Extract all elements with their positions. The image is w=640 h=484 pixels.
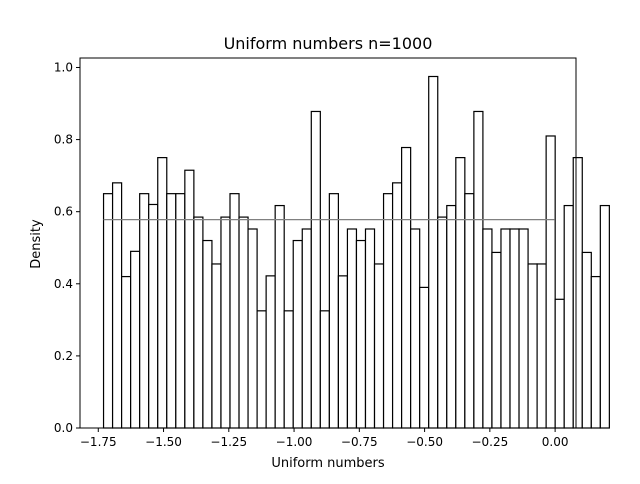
- x-tick-label: −0.25: [471, 435, 508, 449]
- histogram-bar: [464, 193, 475, 429]
- histogram-bar: [256, 310, 267, 429]
- histogram-bar: [455, 157, 466, 429]
- histogram-bar: [220, 216, 231, 429]
- histogram-bar: [274, 204, 285, 429]
- plot-area-frame: [79, 57, 577, 429]
- y-tick-label: 0.0: [54, 421, 73, 435]
- histogram-bar: [346, 228, 358, 429]
- bars-layer: [102, 75, 610, 429]
- histogram-bar: [364, 228, 376, 429]
- histogram-bar: [527, 263, 538, 429]
- histogram-bar: [102, 193, 114, 429]
- x-tick-label: −1.00: [276, 435, 313, 449]
- histogram-bar: [175, 193, 186, 429]
- histogram-bar: [247, 228, 258, 429]
- y-tick-label: 0.4: [54, 277, 73, 291]
- histogram-bar: [473, 110, 484, 429]
- y-tick-label: 1.0: [54, 60, 73, 74]
- histogram-bar: [184, 169, 195, 429]
- x-tick-label: −0.50: [406, 435, 443, 449]
- histogram-bar: [166, 193, 177, 429]
- histogram-bar: [428, 75, 439, 429]
- histogram-bar: [401, 146, 412, 429]
- histogram-bar: [355, 239, 367, 429]
- histogram-bar: [202, 239, 213, 429]
- x-tick-label: −1.75: [80, 435, 117, 449]
- histogram-bar: [581, 251, 592, 429]
- histogram-bar: [446, 204, 457, 429]
- histogram-bar: [554, 298, 565, 429]
- histogram-bar: [410, 228, 421, 429]
- histogram-bar: [193, 216, 204, 429]
- histogram-bar: [545, 135, 556, 429]
- histogram-bar: [130, 250, 141, 429]
- chart-title: Uniform numbers n=1000: [224, 34, 433, 53]
- x-tick-label: −0.75: [341, 435, 378, 449]
- histogram-bar: [437, 216, 448, 429]
- histogram-bar: [563, 204, 574, 429]
- histogram-bar: [419, 286, 430, 429]
- histogram-bar: [283, 310, 294, 429]
- histogram-bar: [310, 110, 321, 429]
- histogram-bar: [238, 216, 249, 429]
- histogram-bar: [482, 228, 493, 429]
- x-tick-label: −1.25: [210, 435, 247, 449]
- x-axis-label: Uniform numbers: [271, 456, 385, 471]
- histogram-bar: [328, 193, 339, 429]
- histogram-bar: [382, 193, 394, 429]
- y-tick-label: 0.6: [54, 205, 73, 219]
- histogram-bar: [599, 204, 610, 429]
- histogram-bar: [536, 263, 547, 429]
- histogram-bar: [121, 275, 132, 429]
- x-tick-label: 0.00: [542, 435, 569, 449]
- histogram-bar: [518, 228, 529, 429]
- histogram-bar: [491, 251, 502, 429]
- y-tick-label: 0.2: [54, 349, 73, 363]
- histogram-bar: [148, 203, 159, 429]
- histogram-bar: [265, 275, 276, 429]
- x-tick-label: −1.50: [145, 435, 182, 449]
- histogram-bar: [157, 157, 168, 429]
- histogram-bar: [301, 228, 312, 429]
- y-tick-label: 0.8: [54, 133, 73, 147]
- histogram-bar: [211, 263, 222, 429]
- histogram-bar: [292, 239, 303, 429]
- histogram-bar: [373, 263, 385, 429]
- ticks-layer: −1.75 −1.50 −1.25 −1.00 −0.75 −0.50 −0.25 0.00 0…: [54, 60, 569, 449]
- histogram-bar: [337, 275, 349, 429]
- histogram-bar: [500, 228, 511, 429]
- histogram-bar: [590, 275, 601, 429]
- histogram-bar: [319, 310, 330, 429]
- histogram-bar: [229, 193, 240, 429]
- histogram-bar: [139, 193, 150, 429]
- histogram-bar: [572, 157, 583, 429]
- y-axis-label: Density: [29, 219, 44, 269]
- histogram-bar: [509, 228, 520, 429]
